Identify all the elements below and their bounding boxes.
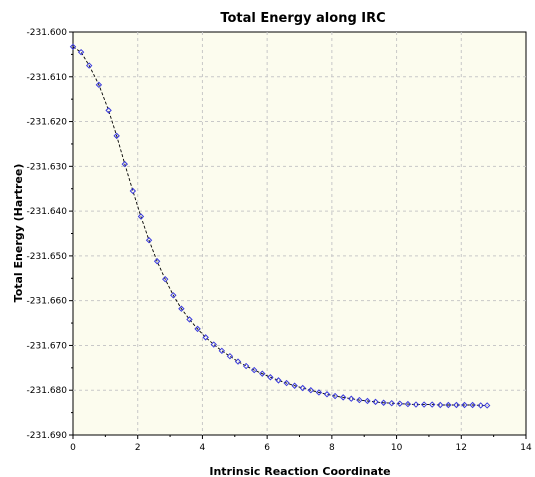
data-point bbox=[137, 213, 145, 220]
data-point bbox=[121, 160, 128, 168]
axis-ticks: 0 2 4 6 8 10 12 14 -231.600 -231.610 -231.620 -231.… bbox=[27, 28, 532, 453]
y-tick-label: -231.680 bbox=[27, 386, 68, 396]
data-point bbox=[364, 397, 371, 405]
data-point bbox=[461, 401, 468, 409]
data-point bbox=[226, 352, 234, 360]
data-point bbox=[477, 402, 484, 409]
y-tick-label: -231.640 bbox=[27, 207, 68, 217]
y-tick-label: -231.690 bbox=[27, 431, 68, 441]
data-point bbox=[162, 275, 169, 283]
y-tick-label: -231.630 bbox=[27, 162, 68, 172]
data-point bbox=[412, 401, 420, 408]
data-point bbox=[339, 394, 347, 401]
data-point bbox=[388, 400, 395, 407]
y-tick-label: -231.670 bbox=[27, 341, 68, 351]
data-points-group bbox=[69, 43, 491, 409]
data-point bbox=[218, 347, 226, 355]
data-point bbox=[259, 370, 266, 377]
x-tick-label: 12 bbox=[456, 443, 467, 453]
data-point bbox=[153, 258, 161, 265]
x-tick-label: 2 bbox=[135, 443, 141, 453]
y-tick-label: -231.610 bbox=[27, 73, 68, 83]
y-tick-label: -231.620 bbox=[27, 118, 68, 128]
data-point bbox=[194, 325, 201, 333]
data-point bbox=[202, 334, 209, 341]
data-point bbox=[85, 62, 93, 69]
data-point bbox=[307, 387, 315, 394]
data-point bbox=[323, 391, 331, 398]
data-point bbox=[356, 396, 363, 404]
data-point bbox=[178, 305, 185, 312]
data-point bbox=[483, 402, 491, 409]
data-point bbox=[453, 401, 460, 409]
x-tick-label: 0 bbox=[70, 443, 76, 453]
x-tick-label: 6 bbox=[264, 443, 270, 453]
y-tick-label: -231.650 bbox=[27, 252, 68, 262]
data-point bbox=[437, 401, 444, 409]
data-point bbox=[242, 362, 250, 370]
x-axis-label: Intrinsic Reaction Coordinate bbox=[209, 465, 390, 477]
data-point bbox=[445, 401, 452, 409]
data-point bbox=[291, 382, 298, 389]
data-point bbox=[331, 392, 339, 400]
x-tick-label: 10 bbox=[391, 443, 403, 453]
plot-area bbox=[72, 31, 527, 436]
data-point bbox=[77, 48, 85, 56]
data-point bbox=[420, 401, 428, 408]
data-point bbox=[69, 43, 77, 50]
data-point bbox=[380, 399, 387, 406]
y-tick-label: -231.660 bbox=[27, 297, 68, 307]
data-point bbox=[404, 400, 412, 408]
data-point bbox=[210, 341, 217, 348]
data-point bbox=[250, 366, 258, 374]
data-point bbox=[113, 132, 120, 140]
data-point bbox=[275, 377, 282, 384]
data-point bbox=[105, 107, 112, 114]
x-tick-label: 4 bbox=[200, 443, 206, 453]
y-tick-label: -231.600 bbox=[27, 28, 68, 38]
data-point bbox=[186, 316, 193, 323]
data-point bbox=[170, 292, 177, 299]
data-point bbox=[469, 401, 476, 409]
data-point bbox=[372, 398, 379, 406]
data-point bbox=[396, 400, 404, 407]
x-tick-label: 8 bbox=[329, 443, 335, 453]
data-point bbox=[299, 384, 306, 392]
series-line-group bbox=[72, 46, 488, 406]
x-tick-label: 14 bbox=[520, 443, 532, 453]
chart-title: Total Energy along IRC bbox=[220, 11, 385, 26]
y-axis-label: Total Energy (Hartree) bbox=[12, 164, 25, 303]
data-point bbox=[129, 187, 137, 195]
data-point bbox=[283, 379, 290, 387]
data-point bbox=[315, 389, 323, 396]
data-point bbox=[95, 81, 103, 89]
grid-lines bbox=[73, 32, 526, 435]
series-line bbox=[72, 46, 488, 406]
data-point bbox=[428, 401, 436, 408]
data-point bbox=[145, 237, 153, 244]
data-point bbox=[234, 358, 242, 365]
data-point bbox=[267, 374, 274, 381]
data-point bbox=[348, 395, 355, 402]
